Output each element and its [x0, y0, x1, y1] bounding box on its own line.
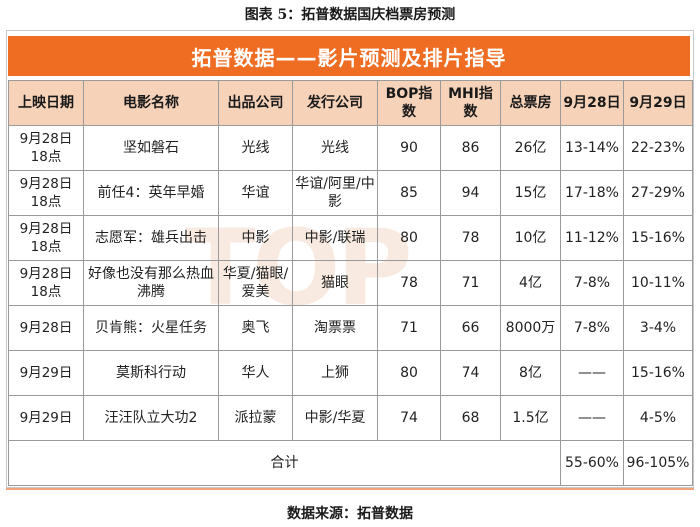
col-header-producer: 出品公司 [218, 80, 293, 126]
cell-date: 9月28日 18点 [8, 125, 84, 171]
cell-sep28: 11-12% [560, 215, 624, 261]
cell-film: 前任4：英年早婚 [83, 170, 219, 216]
bottom-divider [6, 488, 694, 490]
cell-mhi: 68 [440, 395, 501, 441]
col-header-film: 电影名称 [83, 80, 219, 126]
cell-producer: 奥飞 [218, 305, 293, 351]
cell-sep29: 15-16% [623, 215, 693, 261]
col-header-box-office: 总票房 [500, 80, 561, 126]
cell-sep29: 10-11% [623, 260, 693, 306]
total-row: 合计 55-60% 96-105% [8, 440, 693, 486]
cell-film: 好像也没有那么热血沸腾 [83, 260, 219, 306]
cell-date: 9月28日 [8, 305, 84, 351]
total-sep28: 55-60% [560, 440, 624, 486]
cell-bop: 80 [377, 215, 441, 261]
cell-distributor: 上狮 [292, 350, 378, 396]
cell-sep28: 7-8% [560, 260, 624, 306]
cell-bop: 74 [377, 395, 441, 441]
cell-bop: 71 [377, 305, 441, 351]
table-frame: 拓普数据——影片预测及排片指导 TOP 上映日期 电影名称 出品公司 发行公司 … [6, 30, 694, 488]
cell-mhi: 66 [440, 305, 501, 351]
cell-sep29: 27-29% [623, 170, 693, 216]
cell-date: 9月29日 [8, 395, 84, 441]
cell-distributor: 华谊/阿里/中影 [292, 170, 378, 216]
cell-box-office: 15亿 [500, 170, 561, 216]
cell-sep29: 4-5% [623, 395, 693, 441]
cell-distributor: 淘票票 [292, 305, 378, 351]
cell-box-office: 1.5亿 [500, 395, 561, 441]
banner-title: 拓普数据——影片预测及排片指导 [8, 36, 690, 76]
cell-date: 9月28日 18点 [8, 215, 84, 261]
col-header-sep29: 9月29日 [623, 80, 693, 126]
total-label: 合计 [8, 440, 561, 486]
cell-mhi: 94 [440, 170, 501, 216]
cell-film: 志愿军：雄兵出击 [83, 215, 219, 261]
cell-producer: 华谊 [218, 170, 293, 216]
cell-bop: 85 [377, 170, 441, 216]
cell-box-office: 8亿 [500, 350, 561, 396]
total-sep29: 96-105% [623, 440, 693, 486]
cell-sep28: 17-18% [560, 170, 624, 216]
forecast-table: 上映日期 电影名称 出品公司 发行公司 BOP指数 MHI指数 总票房 9月28… [8, 80, 693, 486]
cell-film: 莫斯科行动 [83, 350, 219, 396]
table-row: 9月28日 18点 前任4：英年早婚 华谊 华谊/阿里/中影 85 94 15亿 17-18%… [8, 170, 693, 216]
cell-box-office: 26亿 [500, 125, 561, 171]
header-row: 上映日期 电影名称 出品公司 发行公司 BOP指数 MHI指数 总票房 9月28… [8, 80, 693, 126]
cell-sep28: 13-14% [560, 125, 624, 171]
table-row: 9月29日 莫斯科行动 华人 上狮 80 74 8亿 —— 15-16% [8, 350, 693, 396]
cell-mhi: 86 [440, 125, 501, 171]
cell-sep28: 7-8% [560, 305, 624, 351]
cell-mhi: 78 [440, 215, 501, 261]
table-row: 9月28日 18点 好像也没有那么热血沸腾 华夏/猫眼/爱美 猫眼 78 71 4亿 7-8%… [8, 260, 693, 306]
col-header-date: 上映日期 [8, 80, 84, 126]
cell-box-office: 8000万 [500, 305, 561, 351]
cell-film: 贝肯熊：火星任务 [83, 305, 219, 351]
cell-sep28: —— [560, 395, 624, 441]
table-row: 9月29日 汪汪队立大功2 派拉蒙 中影/华夏 74 68 1.5亿 —— 4-5% [8, 395, 693, 441]
cell-film: 坚如磐石 [83, 125, 219, 171]
cell-bop: 80 [377, 350, 441, 396]
cell-mhi: 74 [440, 350, 501, 396]
cell-box-office: 4亿 [500, 260, 561, 306]
col-header-mhi: MHI指数 [440, 80, 501, 126]
col-header-bop: BOP指数 [377, 80, 441, 126]
cell-distributor: 中影/联瑞 [292, 215, 378, 261]
cell-box-office: 10亿 [500, 215, 561, 261]
cell-date: 9月29日 [8, 350, 84, 396]
cell-distributor: 猫眼 [292, 260, 378, 306]
cell-producer: 华夏/猫眼/爱美 [218, 260, 293, 306]
cell-sep29: 15-16% [623, 350, 693, 396]
table-row: 9月28日 18点 坚如磐石 光线 光线 90 86 26亿 13-14% 22-23% [8, 125, 693, 171]
cell-producer: 华人 [218, 350, 293, 396]
source-note: 数据来源：拓普数据 [287, 506, 413, 522]
cell-producer: 派拉蒙 [218, 395, 293, 441]
table-row: 9月28日 18点 志愿军：雄兵出击 中影 中影/联瑞 80 78 10亿 11-12% 15-… [8, 215, 693, 261]
cell-producer: 中影 [218, 215, 293, 261]
figure-title: 图表 5：拓普数据国庆档票房预测 [244, 7, 456, 23]
cell-distributor: 光线 [292, 125, 378, 171]
cell-sep28: —— [560, 350, 624, 396]
cell-bop: 90 [377, 125, 441, 171]
cell-mhi: 71 [440, 260, 501, 306]
cell-date: 9月28日 18点 [8, 260, 84, 306]
cell-producer: 光线 [218, 125, 293, 171]
col-header-distributor: 发行公司 [292, 80, 378, 126]
cell-bop: 78 [377, 260, 441, 306]
cell-date: 9月28日 18点 [8, 170, 84, 216]
cell-distributor: 中影/华夏 [292, 395, 378, 441]
cell-sep29: 22-23% [623, 125, 693, 171]
col-header-sep28: 9月28日 [560, 80, 624, 126]
cell-sep29: 3-4% [623, 305, 693, 351]
table-row: 9月28日 贝肯熊：火星任务 奥飞 淘票票 71 66 8000万 7-8% 3-4% [8, 305, 693, 351]
cell-film: 汪汪队立大功2 [83, 395, 219, 441]
